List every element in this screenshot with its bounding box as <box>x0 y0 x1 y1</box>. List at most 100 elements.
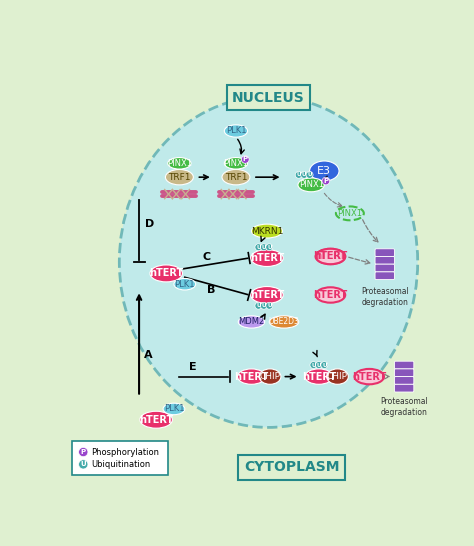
Text: U: U <box>307 173 312 177</box>
Circle shape <box>306 171 313 179</box>
Ellipse shape <box>310 161 339 181</box>
Text: U: U <box>302 173 306 177</box>
Text: hTERT: hTERT <box>315 252 346 262</box>
Ellipse shape <box>163 403 185 415</box>
Circle shape <box>260 244 267 251</box>
Circle shape <box>322 177 330 185</box>
Text: Proteasomal
degradation: Proteasomal degradation <box>380 396 428 417</box>
Ellipse shape <box>327 369 348 384</box>
Text: U: U <box>262 245 266 250</box>
Circle shape <box>301 171 308 179</box>
Text: U: U <box>317 363 321 367</box>
Ellipse shape <box>305 369 333 384</box>
Text: PLK1: PLK1 <box>164 405 184 413</box>
FancyBboxPatch shape <box>375 264 394 272</box>
FancyBboxPatch shape <box>394 384 414 392</box>
Text: U: U <box>256 245 261 250</box>
Text: Proteasomal
degradation: Proteasomal degradation <box>361 287 409 307</box>
Text: C: C <box>202 252 211 262</box>
Text: PLK1: PLK1 <box>174 280 195 289</box>
Ellipse shape <box>224 158 247 169</box>
Text: PINX1: PINX1 <box>223 159 248 168</box>
Ellipse shape <box>238 316 264 328</box>
Text: hTERT: hTERT <box>313 290 347 300</box>
FancyBboxPatch shape <box>394 361 414 369</box>
Text: U: U <box>322 363 327 367</box>
Text: E: E <box>189 363 197 372</box>
Text: U: U <box>256 303 261 308</box>
Text: U: U <box>81 461 86 467</box>
Ellipse shape <box>251 287 283 304</box>
Text: P: P <box>243 157 248 163</box>
Text: B: B <box>207 284 215 295</box>
Text: TRF1: TRF1 <box>168 173 191 182</box>
Ellipse shape <box>316 249 345 264</box>
Text: U: U <box>262 303 266 308</box>
Circle shape <box>295 171 302 179</box>
Ellipse shape <box>222 169 250 185</box>
Ellipse shape <box>298 178 324 192</box>
Text: D: D <box>145 219 155 229</box>
Text: U: U <box>267 303 272 308</box>
Text: TRF1: TRF1 <box>225 173 247 182</box>
Text: hTERT: hTERT <box>352 372 386 382</box>
Text: hTERT: hTERT <box>313 252 347 262</box>
Ellipse shape <box>316 249 345 264</box>
Ellipse shape <box>237 369 265 384</box>
Circle shape <box>266 302 273 309</box>
Text: NUCLEUS: NUCLEUS <box>232 91 305 105</box>
Text: U: U <box>296 173 301 177</box>
Text: E3: E3 <box>317 166 331 176</box>
Ellipse shape <box>355 369 384 384</box>
Circle shape <box>255 244 262 251</box>
Text: PINX1: PINX1 <box>337 209 363 218</box>
Ellipse shape <box>224 125 247 137</box>
Text: hTERT: hTERT <box>139 415 173 425</box>
FancyBboxPatch shape <box>375 272 394 280</box>
FancyBboxPatch shape <box>394 369 414 377</box>
Text: PLK1: PLK1 <box>226 127 246 135</box>
Text: P: P <box>323 178 328 184</box>
Circle shape <box>255 302 262 309</box>
Text: hTERT: hTERT <box>149 269 183 278</box>
Text: CHIP: CHIP <box>260 372 281 381</box>
Text: hTERT: hTERT <box>250 290 284 300</box>
Circle shape <box>79 447 88 456</box>
Text: hTERT: hTERT <box>250 253 284 263</box>
Circle shape <box>79 460 88 469</box>
Text: MDM2: MDM2 <box>238 317 264 327</box>
Text: U: U <box>311 363 316 367</box>
Circle shape <box>260 302 267 309</box>
Text: hTERT: hTERT <box>234 372 269 382</box>
Ellipse shape <box>251 250 283 266</box>
Circle shape <box>310 361 317 369</box>
Ellipse shape <box>165 169 193 185</box>
Text: U: U <box>267 245 272 250</box>
Text: PINX1: PINX1 <box>299 180 324 189</box>
Ellipse shape <box>269 316 299 328</box>
Text: hTERT: hTERT <box>302 372 336 382</box>
FancyBboxPatch shape <box>72 441 168 475</box>
Text: CHIP: CHIP <box>327 372 348 381</box>
Ellipse shape <box>119 96 418 428</box>
Text: UBE2D3: UBE2D3 <box>269 317 300 327</box>
Text: Phosphorylation: Phosphorylation <box>91 448 159 456</box>
Circle shape <box>266 244 273 251</box>
Circle shape <box>315 361 322 369</box>
Text: Ubiquitination: Ubiquitination <box>91 460 150 469</box>
Ellipse shape <box>168 158 191 169</box>
Text: A: A <box>144 350 152 360</box>
Ellipse shape <box>150 265 182 282</box>
Ellipse shape <box>174 278 196 290</box>
Ellipse shape <box>251 224 283 238</box>
Circle shape <box>321 361 328 369</box>
Text: MKRN1: MKRN1 <box>251 227 283 235</box>
FancyBboxPatch shape <box>375 257 394 264</box>
Text: PINX1: PINX1 <box>167 159 192 168</box>
Text: P: P <box>81 449 86 455</box>
Text: CYTOPLASM: CYTOPLASM <box>244 460 339 474</box>
Circle shape <box>241 156 249 163</box>
FancyBboxPatch shape <box>394 377 414 384</box>
Ellipse shape <box>259 369 281 384</box>
FancyBboxPatch shape <box>375 249 394 257</box>
